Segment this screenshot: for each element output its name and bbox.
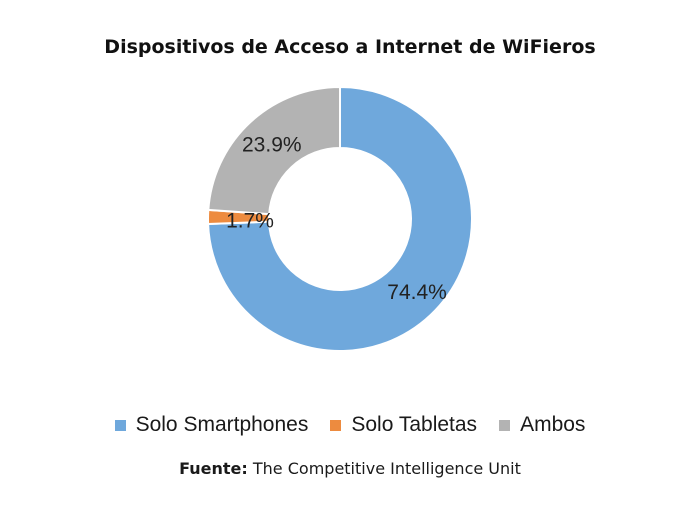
chart-legend: Solo Smartphones Solo Tabletas Ambos [0, 413, 700, 437]
source-text: The Competitive Intelligence Unit [252, 459, 521, 478]
legend-item-ambos: Ambos [499, 413, 585, 437]
chart-source: Fuente: The Competitive Intelligence Uni… [0, 459, 700, 478]
chart-title: Dispositivos de Acceso a Internet de WiF… [104, 36, 596, 58]
donut-slices [207, 85, 473, 352]
legend-label-solo-smartphones: Solo Smartphones [135, 413, 309, 436]
legend-label-ambos: Ambos [520, 413, 586, 436]
legend-swatch-ambos [499, 419, 511, 431]
legend-swatch-solo-tabletas [330, 419, 342, 431]
legend-item-solo-tabletas: Solo Tabletas [330, 413, 477, 437]
data-label-solo-smartphones: 74.4% [387, 281, 447, 304]
source-label: Fuente: [179, 459, 248, 478]
donut-data-labels: 74.4% 1.7% 23.9% [226, 133, 447, 303]
legend-label-solo-tabletas: Solo Tabletas [351, 413, 478, 436]
data-label-solo-tabletas: 1.7% [226, 210, 274, 233]
slice-ambos [207, 85, 341, 216]
legend-item-solo-smartphones: Solo Smartphones [114, 413, 309, 437]
legend-swatch-solo-smartphones [114, 419, 126, 431]
data-label-ambos: 23.9% [242, 133, 302, 156]
slice-solo-smartphones [207, 85, 473, 352]
